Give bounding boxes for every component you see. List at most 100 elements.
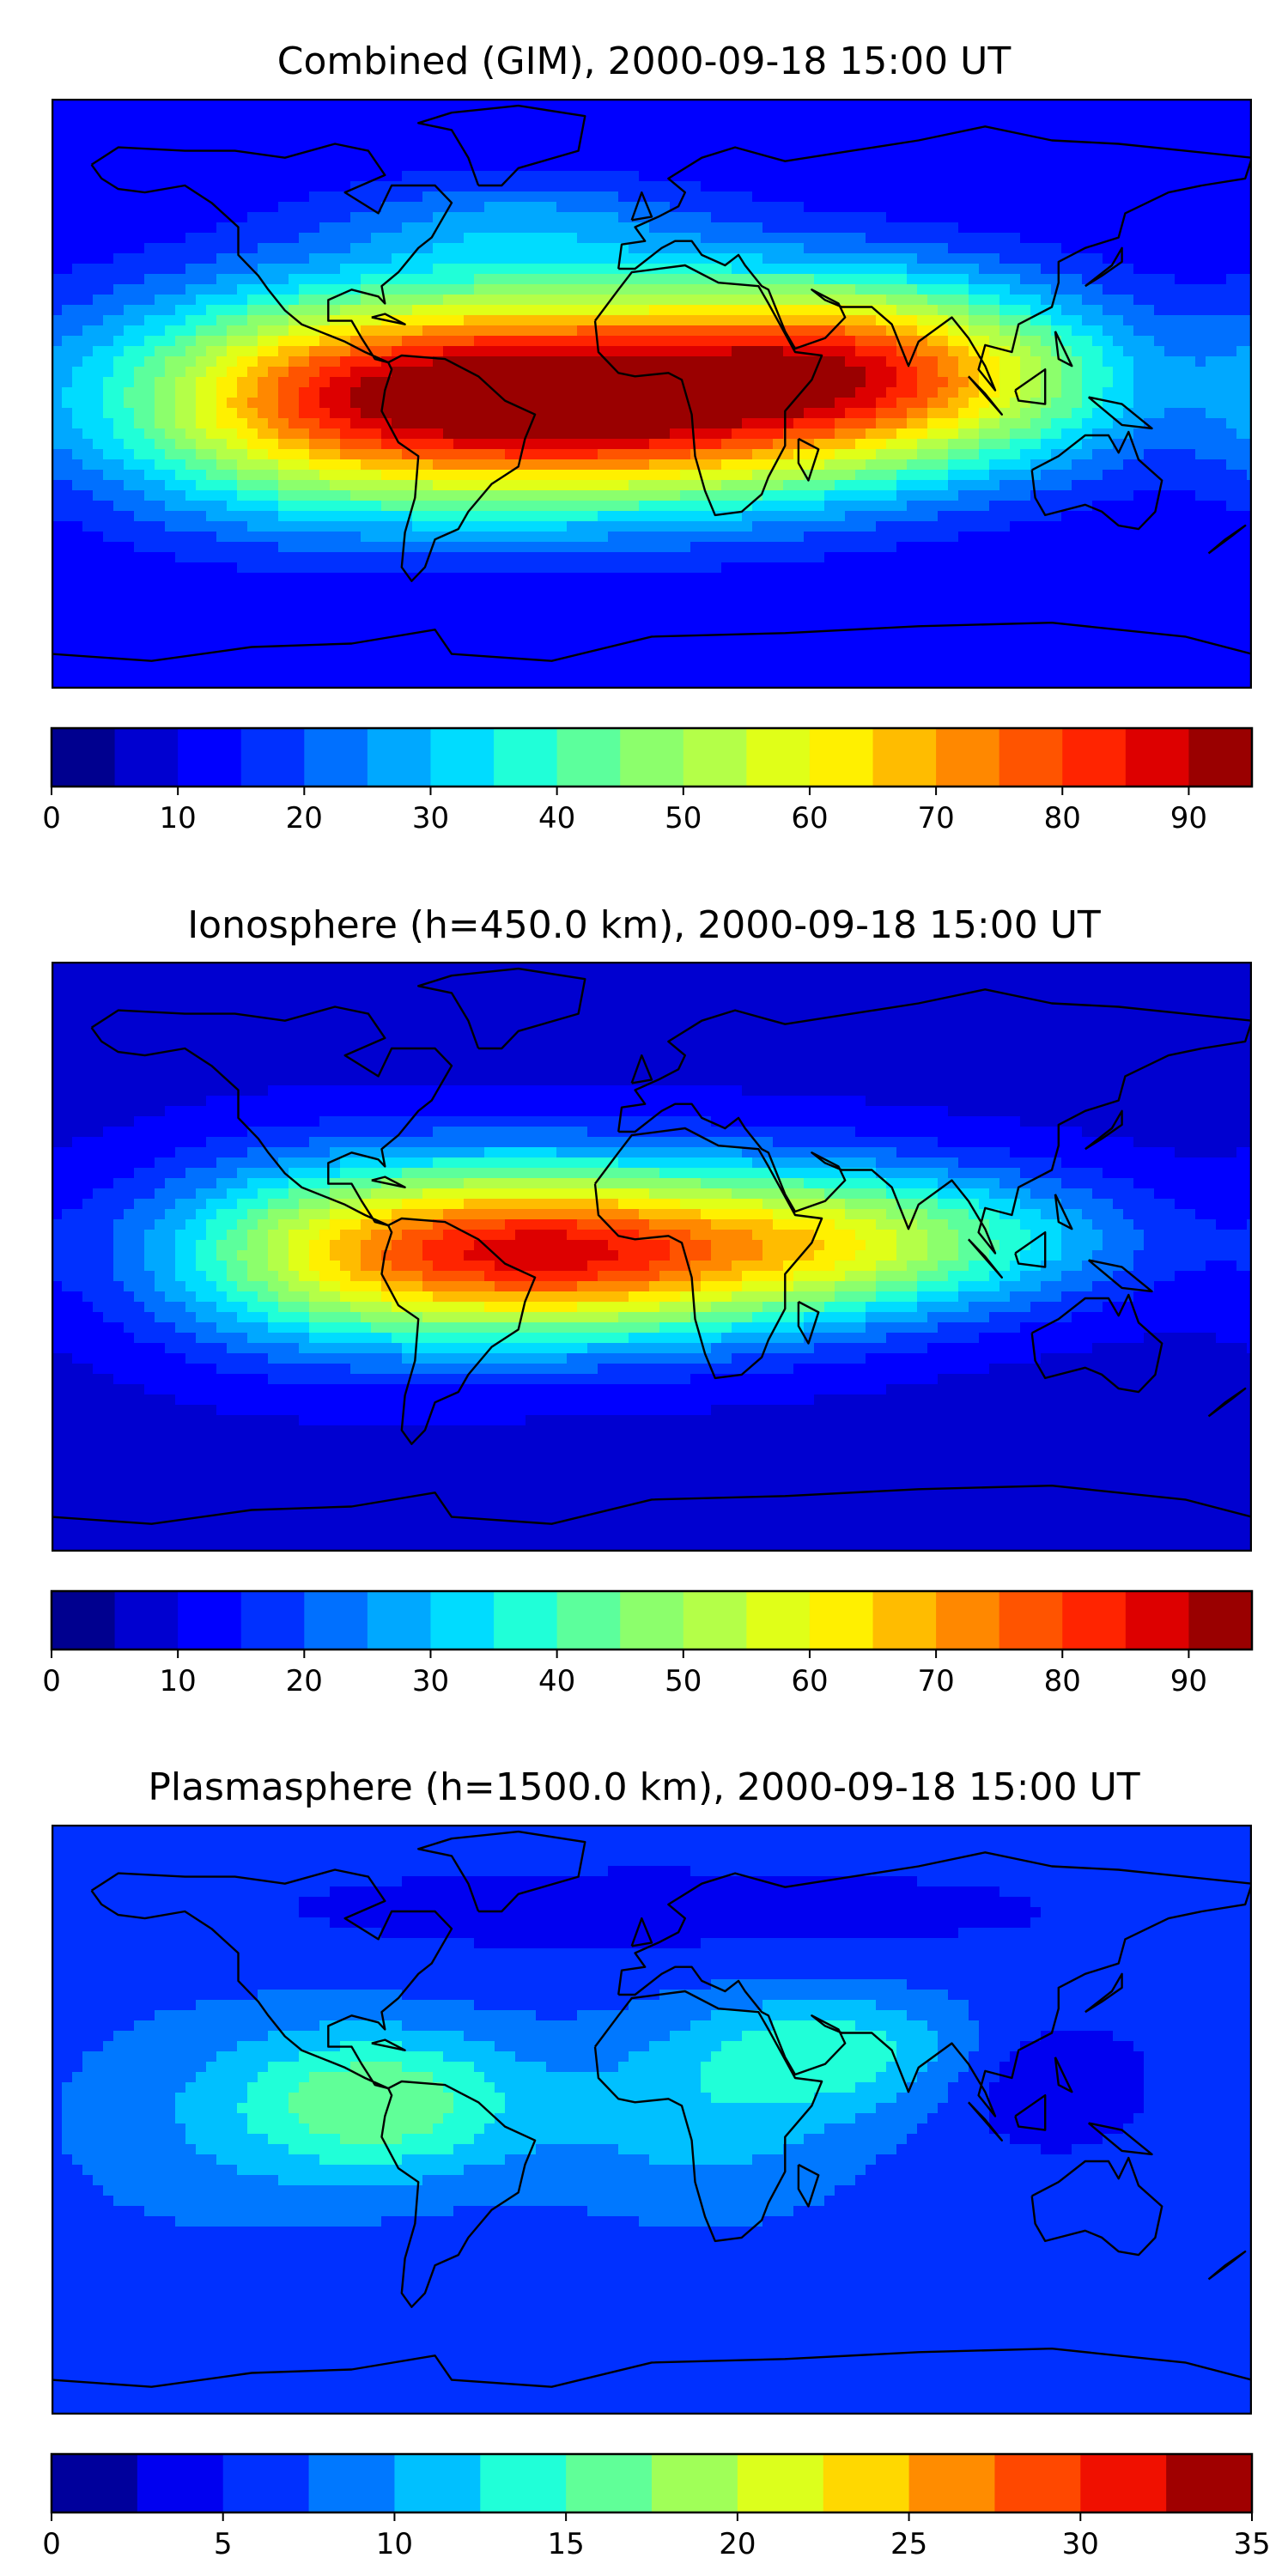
field-cell [309, 202, 320, 213]
field-cell [165, 264, 176, 275]
field-cell [690, 408, 702, 419]
field-cell [196, 315, 207, 326]
field-cell [927, 253, 939, 264]
field-cell [1092, 346, 1103, 357]
field-cell [330, 191, 341, 203]
field-cell [1185, 428, 1196, 440]
field-cell [319, 418, 331, 429]
field-cell [196, 274, 207, 285]
field-cell [1175, 161, 1186, 172]
field-cell [464, 428, 475, 440]
field-cell [958, 439, 969, 450]
field-cell [536, 346, 547, 357]
field-cell [402, 408, 413, 419]
field-cell [227, 171, 238, 182]
field-cell [165, 109, 176, 120]
field-cell [711, 408, 722, 419]
field-cell [1154, 99, 1165, 110]
field-cell [526, 191, 537, 203]
field-cell [526, 511, 537, 522]
field-cell [371, 449, 382, 460]
field-cell [608, 377, 619, 388]
field-cell [732, 233, 743, 244]
field-cell [1051, 99, 1062, 110]
field-cell [93, 336, 104, 347]
field-cell [639, 130, 650, 141]
field-cell [835, 459, 846, 471]
field-cell [907, 99, 918, 110]
field-cell [1072, 459, 1083, 471]
field-cell [618, 418, 629, 429]
field-cell [402, 202, 413, 213]
field-cell [175, 367, 186, 378]
field-cell [1082, 202, 1093, 213]
field-cell [443, 336, 454, 347]
field-cell [258, 532, 269, 543]
field-cell [701, 439, 712, 450]
field-cell [1144, 295, 1155, 306]
field-cell [206, 109, 217, 120]
field-cell [350, 233, 361, 244]
field-cell [206, 336, 217, 347]
field-cell [1113, 459, 1124, 471]
field-cell [62, 253, 73, 264]
field-cell [793, 274, 805, 285]
field-cell [1082, 418, 1093, 429]
field-cell [824, 315, 835, 326]
field-cell [72, 336, 83, 347]
field-cell [979, 284, 990, 295]
field-cell [433, 150, 444, 161]
field-cell [587, 480, 598, 491]
field-cell [474, 459, 485, 471]
field-cell [536, 449, 547, 460]
field-cell [371, 336, 382, 347]
field-cell [1206, 212, 1217, 223]
field-cell [165, 325, 176, 337]
field-cell [969, 511, 980, 522]
field-cell [103, 449, 114, 460]
field-cell [546, 532, 557, 543]
field-cell [1082, 449, 1093, 460]
field-cell [866, 295, 877, 306]
field-cell [299, 521, 310, 532]
field-cell [175, 315, 186, 326]
field-cell [1206, 305, 1217, 316]
field-cell [443, 99, 454, 110]
field-cell [587, 408, 598, 419]
field-cell [1226, 264, 1237, 275]
field-cell [1133, 377, 1145, 388]
field-cell [392, 398, 403, 409]
field-cell [155, 367, 166, 378]
field-cell [814, 222, 825, 234]
field-cell [268, 470, 279, 481]
field-cell [1020, 511, 1031, 522]
field-cell [247, 470, 258, 481]
field-cell [608, 511, 619, 522]
field-cell [608, 274, 619, 285]
field-cell [721, 521, 732, 532]
field-cell [361, 212, 372, 223]
field-cell [536, 387, 547, 398]
field-cell [896, 490, 908, 501]
field-cell [907, 295, 918, 306]
field-cell [515, 233, 526, 244]
field-cell [422, 418, 434, 429]
field-cell [556, 191, 568, 203]
field-cell [309, 130, 320, 141]
field-cell [72, 253, 83, 264]
field-cell [113, 171, 125, 182]
field-cell [824, 119, 835, 131]
field-cell [402, 243, 413, 254]
field-cell [350, 490, 361, 501]
field-cell [268, 305, 279, 316]
field-cell [175, 418, 186, 429]
field-cell [1010, 119, 1021, 131]
field-cell [165, 243, 176, 254]
field-cell [268, 521, 279, 532]
field-cell [886, 130, 897, 141]
field-cell [1061, 315, 1072, 326]
field-cell [721, 222, 732, 234]
field-cell [474, 428, 485, 440]
field-cell [361, 449, 372, 460]
field-cell [247, 243, 258, 254]
